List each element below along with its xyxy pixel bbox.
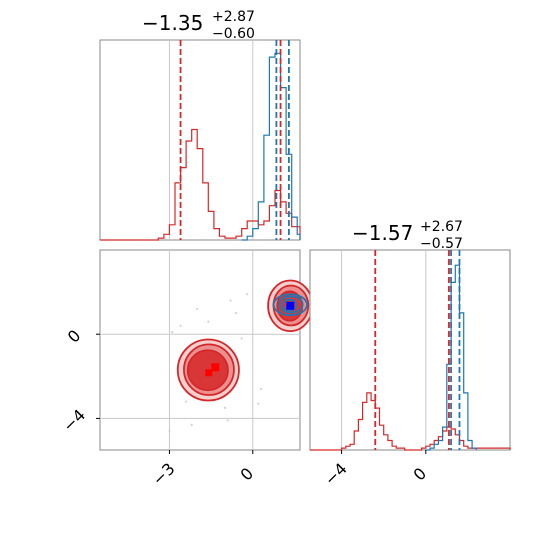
joint-sample-point-4 — [179, 324, 182, 327]
joint-marker-1 — [286, 301, 295, 310]
joint-sample-point-3 — [240, 337, 243, 340]
marginal-x-title-value: −1.35 — [142, 11, 203, 35]
joint-sample-point-10 — [257, 402, 260, 405]
marginal-y-quantile-lines — [374, 250, 461, 450]
marginal-y-title-plus: +2.67 — [420, 219, 463, 235]
joint-contour-2-level-1 — [278, 295, 304, 314]
marginal-y-title-value: −1.57 — [352, 221, 413, 245]
joint-sample-point-12 — [171, 331, 174, 334]
joint-panel: −3 0 0 −4 — [59, 249, 314, 489]
marginal-y-x-tick-label-1: 0 — [410, 464, 431, 485]
marginal-x-quantile-lines — [179, 40, 290, 240]
joint-sample-point-15 — [226, 419, 229, 422]
joint-x-tick-label-1: 0 — [237, 464, 258, 485]
joint-marker-0-trace — [205, 369, 213, 377]
joint-sample-point-0 — [196, 307, 199, 311]
marginal-y-x-tick-label-0: −4 — [321, 459, 351, 489]
joint-marker-0 — [211, 363, 220, 372]
joint-sample-point-11 — [235, 312, 238, 315]
joint-y-ticks: 0 −4 — [59, 326, 100, 436]
marginal-x-series-1 — [241, 52, 301, 241]
joint-y-tick-label-1: −4 — [59, 405, 89, 435]
marginal-x-title: −1.35 +2.87 −0.60 — [142, 9, 255, 42]
marginal-y-title: −1.57 +2.67 −0.57 — [352, 219, 463, 252]
marginal-y-title-minus: −0.57 — [420, 236, 463, 252]
joint-sample-point-5 — [246, 293, 249, 296]
joint-x-tick-label-0: −3 — [148, 459, 178, 489]
marginal-x-title-plus: +2.87 — [212, 9, 255, 25]
joint-sample-point-6 — [223, 406, 227, 409]
joint-sample-point-8 — [168, 429, 171, 433]
joint-grid — [100, 250, 300, 450]
marginal-y-frame — [309, 249, 511, 451]
joint-sample-point-9 — [190, 423, 193, 426]
marginal-x-panel: −1.35 +2.87 −0.60 — [99, 9, 301, 241]
marginal-y-series-0 — [310, 392, 511, 451]
joint-contour-2-level-2 — [281, 298, 298, 312]
joint-sample-point-7 — [185, 400, 188, 403]
joint-y-tick-label-0: 0 — [64, 326, 85, 347]
marginal-x-series-0 — [100, 128, 301, 241]
joint-sample-point-2 — [229, 299, 232, 302]
marginal-x-frame — [99, 39, 301, 241]
marginal-x-grid — [168, 40, 254, 240]
joint-markers — [205, 301, 295, 377]
marginal-x-title-minus: −0.60 — [212, 26, 255, 42]
joint-sample-point-14 — [260, 387, 263, 391]
marginal-y-panel: −4 0 −1.57 +2.67 −0.57 — [309, 219, 511, 489]
marginal-y-x-ticks: −4 0 — [321, 450, 431, 489]
joint-sample-point-1 — [207, 320, 210, 323]
joint-x-ticks: −3 0 — [148, 450, 257, 489]
marginal-y-grid — [341, 250, 427, 450]
joint-contour-2-level-0 — [272, 293, 308, 317]
marginal-x-histograms — [100, 52, 301, 241]
